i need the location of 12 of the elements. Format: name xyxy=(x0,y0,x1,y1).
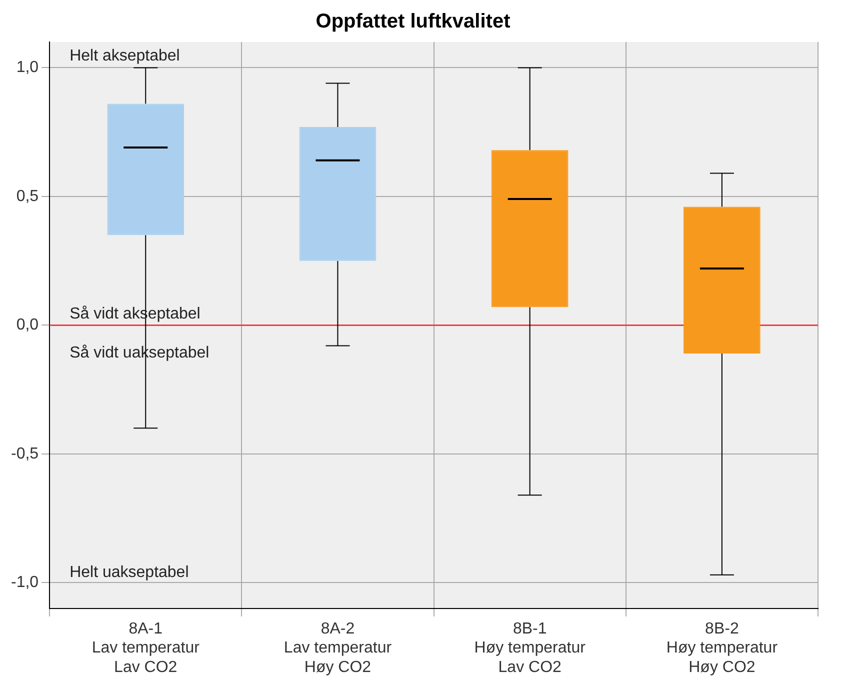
y-tick-label: 0,5 xyxy=(16,188,39,205)
y-tick-label: -0,5 xyxy=(10,445,39,462)
y-tick-label: 0,0 xyxy=(16,316,39,334)
annotation: Helt uakseptabel xyxy=(70,564,189,581)
x-tick-label: 8B-1 Høy temperatur Lav CO2 xyxy=(474,620,586,676)
x-tick-label: 8A-1 Lav temperatur Lav CO2 xyxy=(92,620,200,676)
annotation: Helt akseptabel xyxy=(70,47,180,64)
y-tick-label: -1,0 xyxy=(10,574,39,592)
x-tick-label: 8A-2 Lav temperatur Høy CO2 xyxy=(284,620,392,676)
chart-title: Oppfattet luftkvalitet xyxy=(316,10,511,33)
y-tick-label: 1,0 xyxy=(16,59,39,76)
x-tick-label: 8B-2 Høy temperatur Høy CO2 xyxy=(666,620,778,676)
